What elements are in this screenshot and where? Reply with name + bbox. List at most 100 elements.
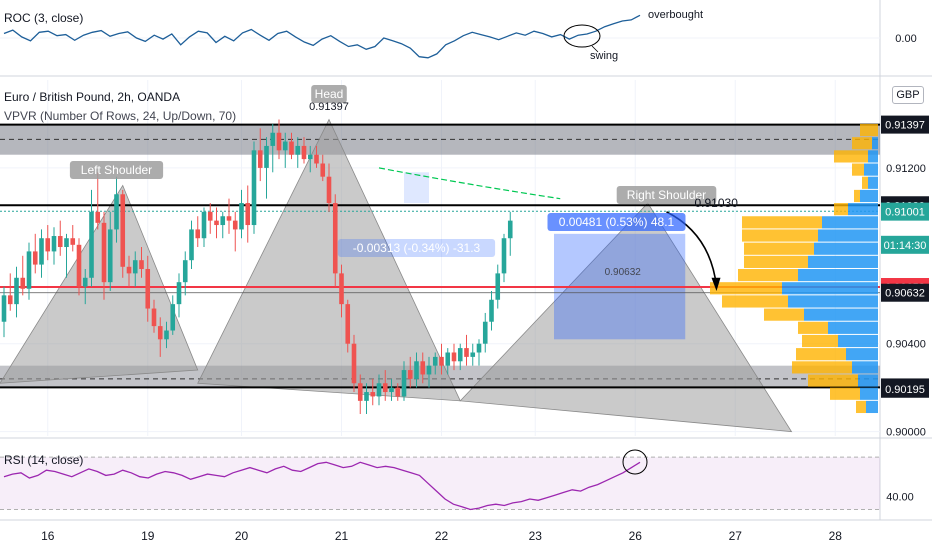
vp-bar-down <box>854 189 860 203</box>
vp-bar-up <box>872 137 878 150</box>
vp-bar-down <box>798 321 828 334</box>
candle-body <box>489 299 494 322</box>
candle-body <box>426 365 432 375</box>
candle-body <box>164 330 169 340</box>
candle-body <box>276 132 282 151</box>
candle-body <box>389 387 394 393</box>
price-axis[interactable]: 0.00 0.91200 0.90400 0.90000 40.00 0.91397 0.9… <box>881 33 929 503</box>
candle-body <box>95 211 101 223</box>
candle-body <box>257 150 263 168</box>
candle-body <box>351 343 357 384</box>
candle-body <box>432 356 438 366</box>
candle-body <box>439 356 444 366</box>
vp-bar-down <box>742 229 818 242</box>
price-tag-bg <box>881 283 929 302</box>
candle-body <box>295 145 301 155</box>
time-axis-tick: 23 <box>529 529 543 543</box>
candle-body <box>107 229 113 283</box>
rsi-axis-tick: 40.00 <box>886 491 914 503</box>
vp-bar-up <box>788 295 878 308</box>
candle-body <box>370 392 376 397</box>
candle-body <box>476 343 482 353</box>
candle-body <box>239 203 244 230</box>
currency-button[interactable]: GBP <box>892 86 924 104</box>
vp-bar-down <box>742 216 822 229</box>
candle-body <box>345 304 351 344</box>
candle-body <box>45 238 51 252</box>
vp-bar-down <box>738 268 798 282</box>
symbol-title[interactable]: Euro / British Pound, 2h, OANDA <box>4 90 181 104</box>
time-axis-tick: 19 <box>141 529 155 543</box>
price-tag-bg <box>881 202 929 221</box>
candle-body <box>101 222 107 283</box>
vp-bar-up <box>838 334 878 348</box>
vp-bar-up <box>818 229 878 242</box>
time-axis[interactable]: 16 19 20 21 22 23 26 27 28 <box>41 529 842 543</box>
vp-bar-up <box>846 348 878 361</box>
neck-level-label: 0.91030 <box>695 196 739 210</box>
head-triangle <box>197 118 461 402</box>
candle-body <box>507 220 513 239</box>
price-axis-tick: 0.90400 <box>886 339 926 351</box>
candle-body <box>132 260 138 274</box>
candle-body <box>139 260 144 269</box>
price-tag-bg <box>881 379 929 398</box>
rsi-indicator-title[interactable]: RSI (14, close) <box>4 453 84 467</box>
candle-body <box>176 282 182 305</box>
candle-body <box>495 273 501 300</box>
candle-body <box>39 238 44 265</box>
vp-bar-up <box>860 189 878 203</box>
candle-body <box>470 352 476 357</box>
vp-bar-down <box>802 334 838 348</box>
roc-indicator-title[interactable]: ROC (3, close) <box>4 11 84 25</box>
candle-body <box>357 383 363 401</box>
candle-body <box>401 370 407 397</box>
candle-body <box>382 383 388 393</box>
price-tag: 0.91397 <box>885 120 925 132</box>
candle-body <box>70 238 76 245</box>
vp-bar-down <box>830 387 860 400</box>
candle-body <box>220 216 226 226</box>
candle-body <box>289 141 294 155</box>
vp-bar-down <box>764 308 804 321</box>
vpvr-indicator-title[interactable]: VPVR (Number Of Rows, 24, Up/Down, 70) <box>4 109 237 123</box>
time-axis-tick: 28 <box>829 529 843 543</box>
left-shoulder-label-bg <box>69 161 164 179</box>
right-shoulder-label: Right Shoulder <box>627 188 706 202</box>
candle-body <box>214 220 219 226</box>
black-arrow-head <box>711 277 721 291</box>
measure-up-label-bg <box>547 213 686 231</box>
candle-body <box>326 176 332 204</box>
candle-body <box>464 348 469 357</box>
candle-body <box>89 211 94 278</box>
candle-body <box>32 251 38 265</box>
overbought-label: overbought <box>648 9 703 21</box>
candle-body <box>251 150 257 226</box>
left-shoulder-label: Left Shoulder <box>81 163 152 177</box>
measure-down-box <box>404 172 429 204</box>
vp-bar-up <box>814 242 878 255</box>
vp-bar-up <box>804 308 878 321</box>
time-axis-tick: 16 <box>41 529 55 543</box>
measure-down-label: -0.00313 (-0.34%) -31.3 <box>353 241 481 255</box>
vp-bar-down <box>744 255 808 268</box>
head-price-label: 0.91397 <box>309 101 349 113</box>
candle-body <box>482 321 488 344</box>
vp-bar-down <box>792 361 852 374</box>
candle-body <box>195 229 201 239</box>
candle-body <box>201 211 207 239</box>
candle-body <box>376 383 382 397</box>
candle-body <box>189 229 194 261</box>
measure-target-label: 0.90632 <box>605 267 642 278</box>
left-shoulder-triangle <box>0 184 199 384</box>
candle-body <box>114 194 119 230</box>
vp-bar-up <box>808 255 878 268</box>
price-tag-bg <box>881 115 929 134</box>
candle-body <box>245 203 251 226</box>
vp-bar-up <box>864 163 878 176</box>
rsi-overbought-circle <box>622 449 648 475</box>
vp-bar-up <box>866 400 878 414</box>
vp-bar-up <box>858 374 878 387</box>
candle-body <box>420 361 426 375</box>
